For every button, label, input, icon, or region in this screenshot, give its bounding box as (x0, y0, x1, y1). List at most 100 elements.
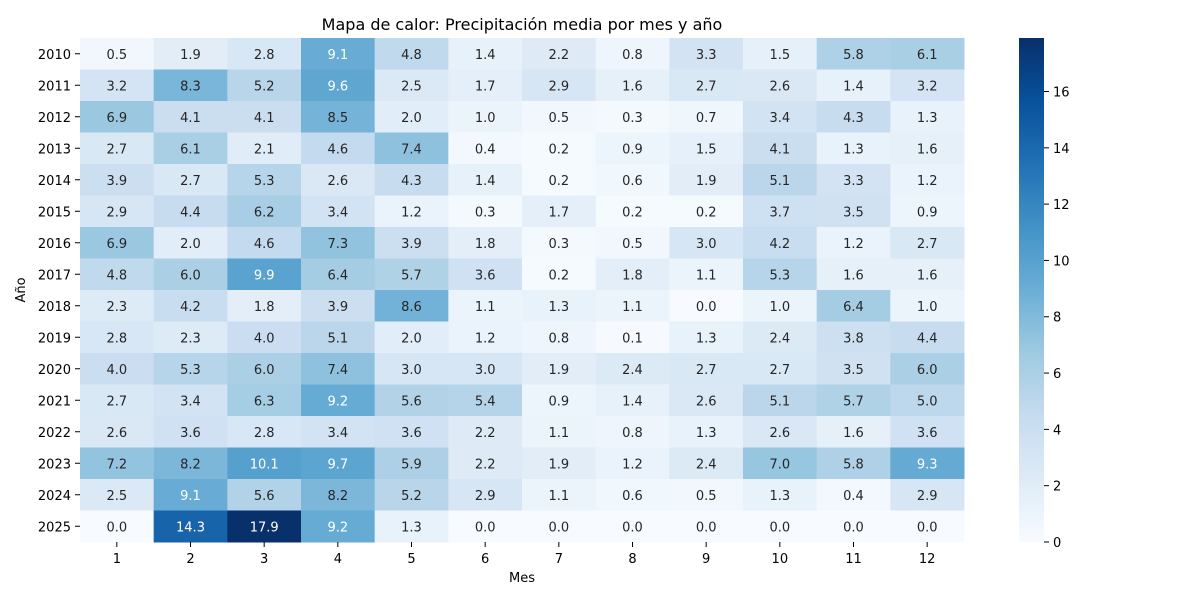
cell-value-label: 1.7 (475, 79, 496, 94)
cell-value-label: 9.6 (327, 79, 348, 94)
cell-value-label: 2.0 (180, 237, 201, 252)
heatmap-cell (153, 132, 228, 165)
heatmap-cell (80, 227, 155, 259)
cell-value-label: 2.7 (696, 79, 717, 94)
cell-value-label: 4.1 (180, 111, 201, 126)
heatmap-cell (890, 258, 965, 291)
cell-value-label: 9.2 (327, 520, 348, 535)
heatmap-cell (669, 321, 744, 354)
x-tick-label: 6 (481, 552, 489, 567)
cell-value-label: 2.6 (769, 79, 790, 94)
cell-value-label: 10.1 (250, 457, 279, 472)
heatmap-cell (890, 447, 965, 480)
colorbar-tick-label: 8 (1053, 311, 1061, 326)
cell-value-label: 0.1 (622, 331, 643, 346)
cell-value-label: 4.0 (254, 331, 275, 346)
heatmap-cell (374, 321, 449, 354)
heatmap-cell (301, 447, 376, 480)
x-tick-label: 12 (919, 552, 936, 567)
heatmap-cell (669, 290, 744, 322)
cell-value-label: 2.8 (106, 331, 127, 346)
cell-value-label: 3.6 (401, 426, 422, 441)
cell-value-label: 4.4 (180, 205, 201, 220)
heatmap-cell (595, 69, 670, 102)
heatmap-cell (80, 353, 155, 385)
cell-value-label: 5.4 (475, 394, 496, 409)
cell-value-label: 1.5 (696, 142, 717, 157)
cell-value-label: 2.4 (696, 457, 717, 472)
heatmap-cell (816, 384, 891, 417)
cell-value-label: 2.7 (769, 363, 790, 378)
cell-value-label: 2.7 (696, 363, 717, 378)
heatmap-cell (890, 38, 965, 70)
colorbar-tick-label: 0 (1053, 536, 1061, 551)
heatmap-cell (522, 510, 597, 543)
cell-value-label: 2.8 (254, 426, 275, 441)
heatmap-cell (669, 353, 744, 385)
heatmap-cell (595, 479, 670, 511)
cell-value-label: 0.0 (843, 520, 864, 535)
y-tick-label: 2020 (38, 363, 71, 378)
heatmap-cell (522, 132, 597, 165)
cell-value-label: 1.3 (843, 142, 864, 157)
cell-value-label: 0.3 (622, 111, 643, 126)
cell-value-label: 6.4 (843, 300, 864, 315)
y-tick-label: 2012 (38, 111, 71, 126)
cell-value-label: 2.9 (917, 489, 938, 504)
cell-value-label: 1.3 (917, 111, 938, 126)
heatmap-cell (743, 479, 818, 511)
heatmap-cell (743, 384, 818, 417)
heatmap-cell (153, 38, 228, 70)
x-tick-label: 11 (845, 552, 862, 567)
cell-value-label: 2.2 (475, 457, 496, 472)
heatmap-cell (153, 164, 228, 196)
heatmap-cell (374, 416, 449, 448)
heatmap-cell (301, 384, 376, 417)
cell-value-label: 0.6 (622, 489, 643, 504)
heatmap-cell (227, 321, 302, 354)
heatmap-cell (153, 384, 228, 417)
cell-value-label: 4.2 (180, 300, 201, 315)
heatmap-cell (227, 290, 302, 322)
cell-value-label: 4.3 (401, 174, 422, 189)
cell-value-label: 1.6 (917, 268, 938, 283)
heatmap-cell (669, 384, 744, 417)
heatmap-cell (890, 227, 965, 259)
cell-value-label: 5.2 (401, 489, 422, 504)
heatmap-cell (890, 164, 965, 196)
heatmap-cell (743, 321, 818, 354)
heatmap-cell (227, 195, 302, 228)
heatmap-cell (227, 132, 302, 165)
cell-value-label: 4.3 (843, 111, 864, 126)
cell-value-label: 5.1 (769, 394, 790, 409)
cell-value-label: 0.7 (696, 111, 717, 126)
heatmap-cell (816, 69, 891, 102)
heatmap-cell (80, 69, 155, 102)
heatmap-cell (374, 479, 449, 511)
cell-value-label: 8.2 (180, 457, 201, 472)
heatmap-cell (448, 38, 523, 70)
cell-value-label: 1.2 (475, 331, 496, 346)
cell-value-label: 3.9 (106, 174, 127, 189)
cell-value-label: 0.0 (548, 520, 569, 535)
heatmap-cell (448, 353, 523, 385)
heatmap-cell (80, 164, 155, 196)
cell-value-label: 2.0 (401, 331, 422, 346)
y-tick-label: 2019 (38, 331, 71, 346)
cell-value-label: 0.5 (622, 237, 643, 252)
heatmap-cell (227, 447, 302, 480)
heatmap-cell (374, 132, 449, 165)
cell-value-label: 1.8 (475, 237, 496, 252)
cell-value-label: 0.8 (622, 426, 643, 441)
cell-value-label: 9.7 (327, 457, 348, 472)
chart-title: Mapa de calor: Precipitación media por m… (322, 15, 723, 34)
heatmap-cell (816, 132, 891, 165)
cell-value-label: 5.3 (254, 174, 275, 189)
heatmap-cell (227, 227, 302, 259)
x-tick-label: 1 (113, 552, 121, 567)
heatmap-cell (374, 384, 449, 417)
cell-value-label: 2.6 (696, 394, 717, 409)
heatmap-cell (595, 321, 670, 354)
heatmap-cell (227, 101, 302, 133)
